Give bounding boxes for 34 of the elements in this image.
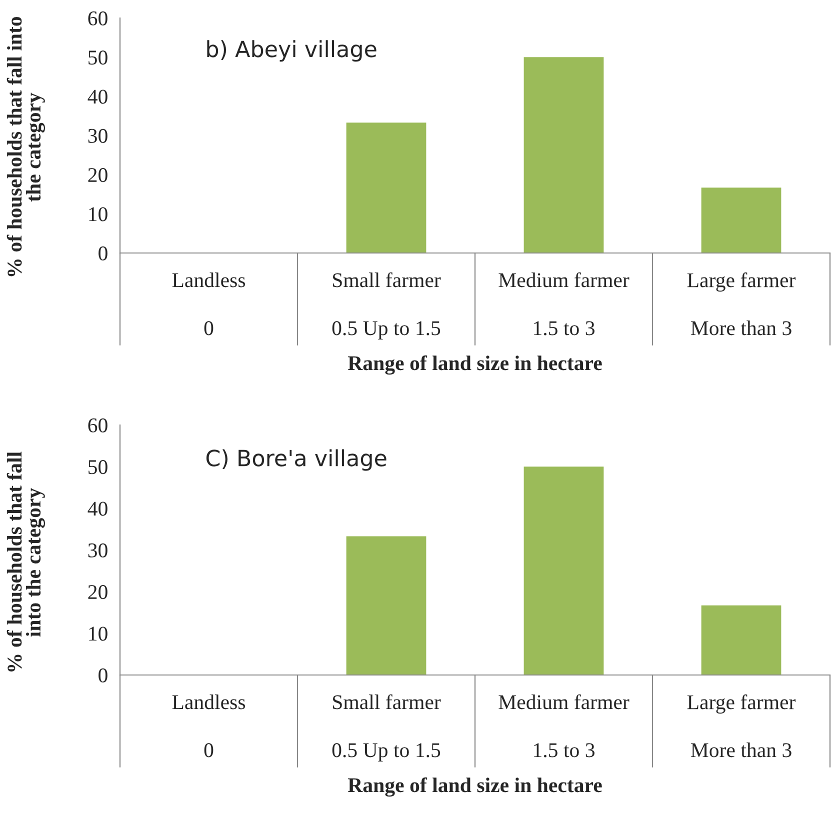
- text: b) Abeyi village: [207, 40, 376, 62]
- y-tick-label: 10: [89, 207, 108, 222]
- y-tick-label: 0: [98, 668, 108, 682]
- bar: [346, 122, 426, 253]
- y-tick-label: 0: [98, 246, 108, 260]
- bar: [701, 188, 782, 253]
- y-tick-label: 10: [89, 626, 108, 641]
- text: C) Bore'a village: [206, 449, 386, 471]
- y-tick-label: 50: [88, 50, 108, 65]
- category-label: Landless 0: [172, 694, 246, 758]
- x-axis-title: Range of land size in hectare: [348, 355, 602, 375]
- x-axis-title: Range of land size in hectare: [348, 777, 602, 797]
- bar: [701, 605, 782, 675]
- bar: [524, 466, 604, 675]
- y-tick-label: 60: [88, 11, 108, 26]
- category-label: Small farmer 0.5 Up to 1.5: [332, 694, 441, 762]
- y-tick-label: 30: [88, 543, 108, 558]
- y-tick-label: 50: [88, 460, 108, 474]
- category-label: Medium farmer 1.5 to 3: [498, 694, 630, 758]
- category-label: Large farmer More than 3: [687, 694, 796, 758]
- bar: [346, 536, 426, 675]
- category-label: Landless 0: [172, 272, 246, 336]
- category-label: Small farmer 0.5 Up to 1.5: [332, 272, 441, 340]
- y-tick-label: 60: [88, 418, 108, 432]
- y-tick-label: 20: [88, 585, 108, 600]
- bar: [524, 57, 604, 253]
- category-label: Large farmer More than 3: [687, 272, 796, 336]
- category-label: Medium farmer 1.5 to 3: [498, 272, 630, 336]
- y-tick-label: 40: [88, 502, 108, 516]
- y-axis-title: % of households that fall into the category: [6, 452, 45, 672]
- y-tick-label: 30: [88, 128, 108, 143]
- y-tick-label: 20: [88, 168, 108, 182]
- y-tick-label: 40: [88, 90, 108, 104]
- y-axis-title: % of households that fall into the category: [6, 16, 45, 276]
